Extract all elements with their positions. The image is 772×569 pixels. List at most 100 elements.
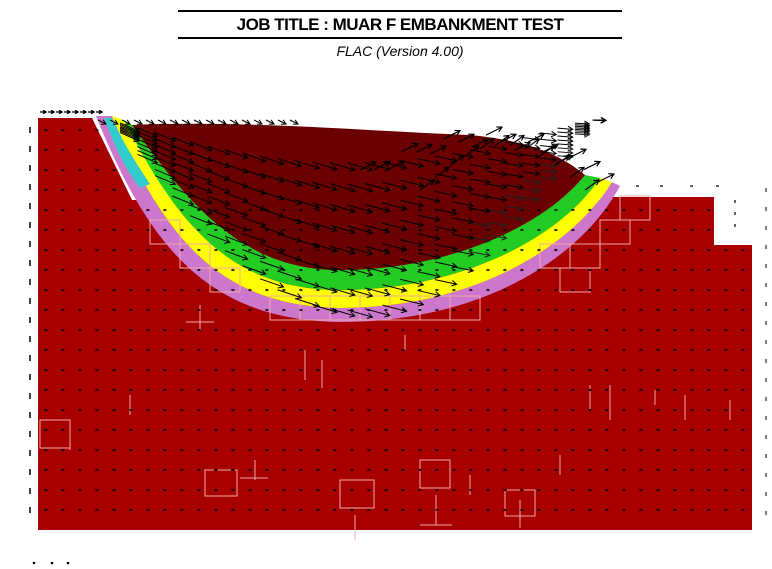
mesh-cell [209, 267, 241, 293]
displacement-vector [197, 348, 202, 352]
displacement-vector [571, 268, 576, 272]
displacement-vector [486, 348, 491, 352]
displacement-vector [707, 308, 712, 312]
displacement-vector [350, 308, 355, 312]
displacement-vector [622, 408, 627, 412]
displacement-vector [242, 200, 267, 211]
displacement-vector [231, 308, 236, 312]
displacement-vector [197, 268, 202, 272]
displacement-vector [539, 162, 558, 169]
displacement-vector [44, 388, 49, 392]
displacement-vector [248, 348, 253, 352]
displacement-vector [333, 388, 338, 392]
displacement-vector [539, 175, 558, 182]
displacement-vector [656, 308, 661, 312]
displacement-vector [418, 348, 423, 352]
displacement-vector [656, 488, 661, 492]
displacement-vector [282, 488, 287, 492]
displacement-vector [622, 348, 627, 352]
displacement-vector [520, 348, 525, 352]
displacement-vector [78, 228, 83, 232]
displacement-vector [504, 194, 525, 201]
displacement-vector [129, 248, 134, 252]
displacement-vector [78, 468, 83, 472]
displacement-vector [189, 141, 213, 152]
displacement-vector [622, 488, 627, 492]
displacement-vector [399, 278, 425, 287]
displacement-vector [469, 468, 474, 472]
displacement-vector [452, 308, 457, 312]
displacement-vector [299, 508, 304, 512]
displacement-vector [294, 297, 321, 308]
displacement-vector [112, 188, 117, 192]
displacement-vector [294, 258, 321, 269]
displacement-vector [312, 263, 339, 274]
displacement-vector [163, 448, 168, 452]
displacement-vector [299, 328, 304, 332]
displacement-vector [401, 468, 406, 472]
displacement-vector [622, 288, 627, 292]
displacement-vector [469, 368, 474, 372]
displacement-vector [690, 248, 695, 252]
displacement-vector [384, 428, 389, 432]
displacement-vector [435, 288, 440, 292]
displacement-vector [487, 208, 508, 216]
displacement-vector [622, 368, 627, 372]
displacement-vector [588, 308, 593, 312]
mesh-cell [419, 459, 451, 489]
displacement-vector [146, 428, 151, 432]
displacement-vector [399, 239, 425, 248]
displacement-vector [61, 148, 66, 152]
displacement-vector [329, 287, 356, 297]
displacement-vector [265, 408, 270, 412]
displacement-vector [333, 448, 338, 452]
failure-zone-cyan [104, 118, 150, 188]
displacement-vector [333, 428, 338, 432]
displacement-vector [605, 348, 610, 352]
displacement-vector [435, 468, 440, 472]
displacement-vector [673, 208, 678, 212]
displacement-vector [248, 488, 253, 492]
displacement-vector [129, 428, 134, 432]
displacement-vector [707, 508, 712, 512]
displacement-vector [347, 162, 374, 172]
displacement-vector [197, 248, 202, 252]
displacement-vector [316, 448, 321, 452]
displacement-vector [622, 248, 627, 252]
displacement-vector [248, 248, 253, 252]
displacement-vector [382, 304, 408, 314]
displacement-vector [457, 133, 476, 143]
displacement-vector [571, 308, 576, 312]
displacement-vector [48, 109, 56, 115]
displacement-vector [399, 179, 425, 188]
displacement-vector [329, 308, 356, 318]
displacement-vector [44, 308, 49, 312]
displacement-vector [418, 468, 423, 472]
displacement-vector [248, 308, 253, 312]
mesh-cell [559, 267, 591, 293]
displacement-vector [197, 288, 202, 292]
displacement-vector [434, 208, 458, 216]
displacement-vector [78, 508, 83, 512]
displacement-vector [299, 448, 304, 452]
displacement-vector [382, 284, 408, 293]
displacement-vector [367, 488, 372, 492]
displacement-vector [571, 468, 576, 472]
displacement-vector [207, 170, 231, 181]
displacement-vector [282, 468, 287, 472]
displacement-vector [248, 388, 253, 392]
displacement-vector [443, 129, 462, 140]
displacement-vector [486, 308, 491, 312]
displacement-vector [605, 488, 610, 492]
displacement-vector [248, 408, 253, 412]
displacement-vector [61, 428, 66, 432]
displacement-vector [180, 468, 185, 472]
displacement-vector [78, 368, 83, 372]
displacement-vector [350, 368, 355, 372]
displacement-vector [133, 119, 143, 125]
displacement-vector [112, 328, 117, 332]
displacement-vector [137, 150, 159, 161]
displacement-vector [520, 248, 525, 252]
displacement-vector [189, 183, 213, 194]
displacement-vector [605, 468, 610, 472]
